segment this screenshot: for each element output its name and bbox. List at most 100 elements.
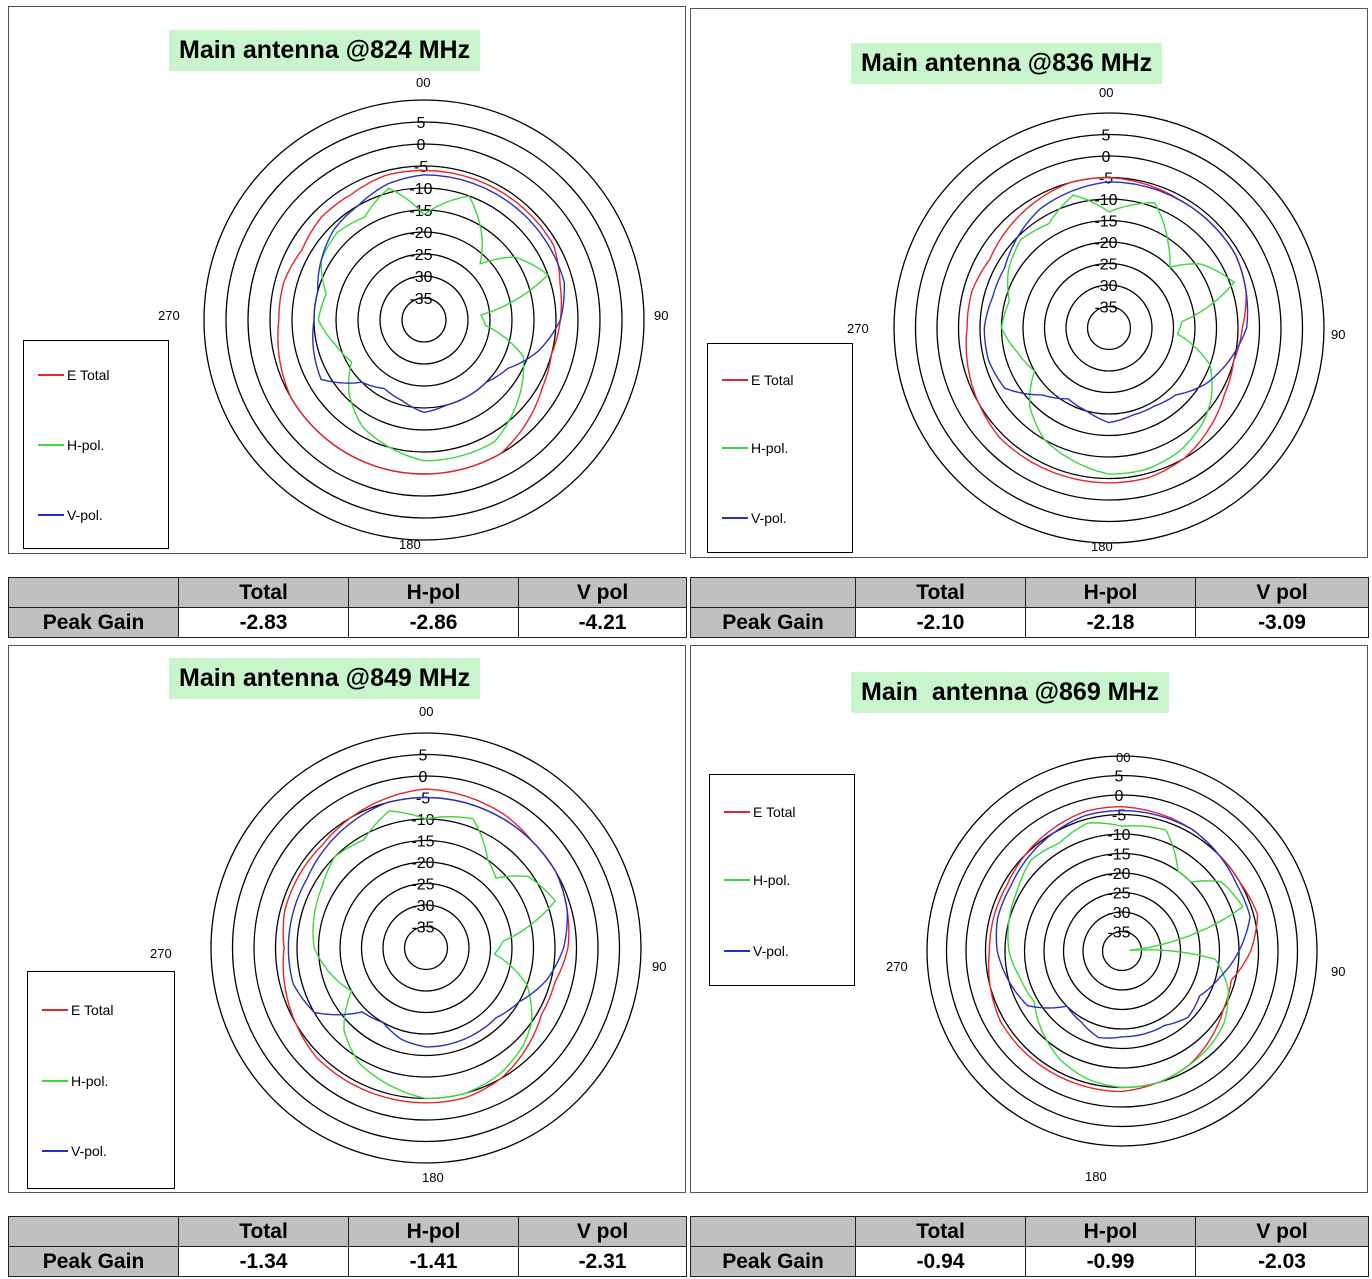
- radial-tick-label: -20: [411, 855, 434, 872]
- polar-chart-869: 5 0 -5 -10 -15 -20 -25 -30 -35: [926, 755, 1318, 1147]
- v-pol-swatch: [724, 950, 750, 952]
- table-header-row: Total H-pol V pol: [690, 1216, 1369, 1247]
- polar-chart-824: 50-5-10-15-20-25-30-35: [203, 99, 645, 541]
- radial-tick-label: -15: [1094, 214, 1117, 231]
- grid-ring: [1043, 262, 1175, 394]
- legend-item-v-pol: V-pol.: [722, 510, 787, 526]
- peak-gain-total: -2.10: [855, 607, 1026, 638]
- header-hpol: H-pol: [1025, 1216, 1196, 1247]
- direction-label-top: 00: [1099, 85, 1114, 100]
- radial-tick-label: -10: [409, 181, 432, 198]
- radial-tick-label: -30: [409, 269, 432, 286]
- table-header-row: Total H-pol V pol: [690, 577, 1369, 608]
- legend-item-v-pol: V-pol.: [42, 1143, 107, 1159]
- radial-tick-label: -10: [411, 812, 434, 829]
- row-label-peak-gain: Peak Gain: [8, 607, 179, 638]
- direction-label-bottom: 180: [399, 537, 421, 552]
- header-total: Total: [855, 1216, 1026, 1247]
- radial-tick-label: -35: [1107, 925, 1130, 942]
- grid-ring: [914, 133, 1304, 523]
- header-total: Total: [855, 577, 1026, 608]
- table-row: Peak Gain -1.34 -1.41 -2.31: [8, 1246, 687, 1277]
- peak-gain-vpol: -3.09: [1195, 607, 1369, 638]
- v-pol-swatch: [42, 1150, 68, 1152]
- radial-tick-label: 0: [1102, 149, 1111, 166]
- grid-ring: [382, 904, 470, 992]
- chart-frame: 5 0 -5 -10 -15 -20 -25 -30 -35 Main antenna @849…: [8, 645, 686, 1193]
- grid-ring: [893, 112, 1325, 544]
- polar-chart-849: 5 0 -5 -10 -15 -20 -25 -30 -35: [210, 732, 642, 1164]
- radial-tick-label: -25: [1094, 257, 1117, 274]
- row-label-peak-gain: Peak Gain: [690, 1246, 856, 1277]
- radial-tick-label: 0: [419, 769, 428, 786]
- direction-label-left: 270: [886, 959, 908, 974]
- chart-frame: 5 0 -5 -10 -15 -20 -25 -30 -35 Main antenna @836…: [690, 8, 1368, 558]
- legend-item-v-pol: V-pol.: [724, 943, 789, 959]
- grid-ring: [360, 882, 492, 1014]
- legend-item-h-pol: H-pol.: [722, 440, 788, 456]
- grid-ring: [965, 794, 1279, 1108]
- radial-tick-label: -30: [411, 898, 434, 915]
- peak-gain-table: Total H-pol V pol Peak Gain -0.94 -0.99 …: [690, 1216, 1369, 1277]
- peak-gain-vpol: -2.31: [518, 1246, 687, 1277]
- legend-label: H-pol.: [751, 440, 789, 456]
- radial-tick-label: -35: [409, 291, 432, 308]
- peak-gain-hpol: -1.41: [348, 1246, 519, 1277]
- legend-label: E Total: [753, 804, 796, 820]
- chart-title: Main antenna @849 MHz: [169, 658, 481, 699]
- grid-ring: [1062, 891, 1182, 1011]
- peak-gain-table: Total H-pol V pol Peak Gain -1.34 -1.41 …: [8, 1216, 687, 1277]
- legend-item-h-pol: H-pol.: [42, 1073, 108, 1089]
- grid-ring: [253, 775, 599, 1121]
- table-header-row: Total H-pol V pol: [8, 1216, 687, 1247]
- direction-label-bottom: 180: [1085, 1169, 1107, 1184]
- header-hpol: H-pol: [348, 1216, 519, 1247]
- header-blank-cell: [8, 1216, 179, 1247]
- direction-label-bottom: 180: [1091, 539, 1113, 554]
- legend-item-h-pol: H-pol.: [38, 437, 104, 453]
- grid-ring: [313, 209, 535, 431]
- direction-label-right: 90: [652, 959, 667, 974]
- grid-ring: [1101, 930, 1143, 972]
- legend-item-e-total: E Total: [722, 372, 794, 388]
- chart-legend: E Total H-pol. V-pol.: [27, 971, 175, 1189]
- chart-panel-836: 5 0 -5 -10 -15 -20 -25 -30 -35 Main antenna @836…: [690, 8, 1369, 642]
- header-total: Total: [178, 577, 349, 608]
- radial-tick-label: -25: [1107, 886, 1130, 903]
- radial-tick-label: -5: [1099, 171, 1113, 188]
- header-total: Total: [178, 1216, 349, 1247]
- e-total-swatch: [722, 379, 748, 381]
- grid-ring: [231, 753, 621, 1143]
- direction-label-right: 90: [654, 308, 669, 323]
- series-line-v-pol: [995, 809, 1251, 1039]
- grid-ring: [291, 187, 557, 453]
- legend-label: V-pol.: [753, 943, 789, 959]
- direction-label-top: 00: [416, 75, 431, 90]
- chart-legend: E Total H-pol. V-pol.: [707, 343, 853, 553]
- header-hpol: H-pol: [348, 577, 519, 608]
- header-vpol: V pol: [518, 577, 687, 608]
- radial-tick-label: -35: [1094, 300, 1117, 317]
- radial-tick-label: 5: [419, 748, 428, 765]
- chart-title: Main antenna @836 MHz: [851, 43, 1163, 84]
- direction-label-left: 270: [150, 946, 172, 961]
- v-pol-swatch: [722, 517, 748, 519]
- radial-tick-label: -15: [1107, 847, 1130, 864]
- legend-label: V-pol.: [751, 510, 787, 526]
- series-line-h-pol: [312, 810, 556, 1100]
- radial-tick-label: -20: [1107, 866, 1130, 883]
- legend-item-e-total: E Total: [38, 367, 110, 383]
- chart-panel-869: 5 0 -5 -10 -15 -20 -25 -30 -35 Main antenna @869…: [690, 645, 1369, 1279]
- chart-panel-824: 5 0 -5 -10 -15 -20 -25 -30 -35 Main antenna @824…: [8, 6, 687, 642]
- legend-label: V-pol.: [67, 507, 103, 523]
- legend-label: H-pol.: [67, 437, 105, 453]
- header-blank-cell: [690, 1216, 856, 1247]
- series-line-h-pol: [1000, 194, 1235, 475]
- legend-label: E Total: [751, 372, 794, 388]
- direction-label-right: 90: [1331, 327, 1346, 342]
- grid-ring: [979, 198, 1239, 458]
- peak-gain-total: -0.94: [855, 1246, 1026, 1277]
- radial-tick-label: -25: [411, 877, 434, 894]
- grid-ring: [379, 275, 469, 365]
- header-vpol: V pol: [1195, 1216, 1369, 1247]
